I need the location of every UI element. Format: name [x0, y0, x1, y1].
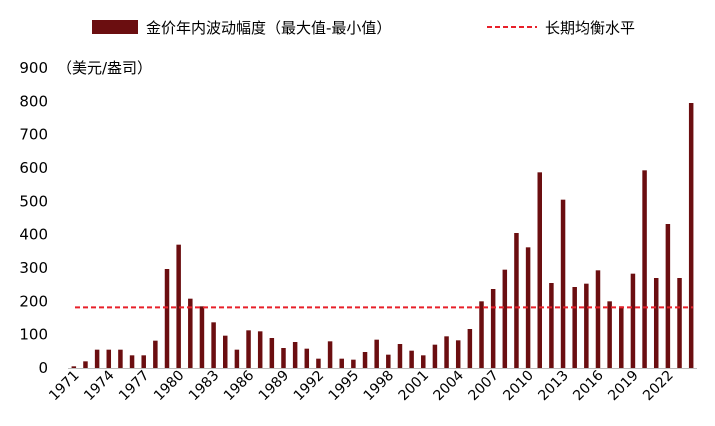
bar-2019: [630, 273, 636, 368]
x-tick-label: 2019: [605, 368, 642, 405]
bar-1992: [316, 358, 321, 368]
x-tick-label: 2007: [465, 368, 502, 405]
bar-1984: [223, 335, 228, 368]
legend-label-bar: 金价年内波动幅度（最大值-最小值）: [146, 19, 391, 37]
bar-1999: [397, 344, 403, 368]
x-tick-label: 1977: [116, 368, 153, 405]
y-tick-label: 500: [19, 192, 48, 210]
bar-2002: [432, 344, 438, 368]
y-unit-label: （美元/盎司）: [57, 59, 152, 77]
bar-1993: [327, 341, 333, 368]
bar-1998: [386, 354, 391, 368]
bar-2010: [525, 247, 531, 368]
bar-1978: [153, 340, 158, 368]
bar-1979: [164, 269, 170, 368]
legend-label-line: 长期均衡水平: [545, 19, 635, 37]
bar-1972: [83, 361, 88, 368]
bar-1996: [362, 352, 368, 368]
bar-2014: [572, 287, 577, 368]
bar-2008: [502, 269, 508, 368]
bar-2009: [514, 233, 519, 368]
x-tick-label: 2010: [500, 368, 537, 405]
bar-1990: [292, 342, 298, 368]
bar-1986: [246, 330, 251, 368]
bar-1983: [211, 322, 216, 368]
x-axis: 1971197419771980198319861989199219951998…: [46, 367, 677, 404]
x-tick-label: 2013: [535, 368, 572, 405]
bar-2005: [467, 329, 473, 368]
x-tick-label: 2022: [640, 368, 677, 405]
y-tick-label: 600: [19, 159, 48, 177]
bar-2000: [409, 350, 414, 368]
y-tick-label: 800: [19, 92, 48, 110]
bar-1973: [94, 349, 100, 368]
bars: [71, 103, 694, 368]
x-tick-label: 1992: [291, 368, 328, 405]
bar-1980: [176, 244, 181, 368]
bar-1985: [234, 349, 240, 368]
x-tick-label: 1974: [81, 367, 118, 404]
bar-1987: [257, 331, 263, 368]
bar-2016: [595, 270, 601, 368]
x-tick-label: 1980: [151, 368, 188, 405]
x-tick-label: 1995: [326, 368, 363, 405]
bar-2018: [619, 306, 624, 368]
bar-2020: [642, 170, 647, 368]
y-tick-label: 100: [19, 326, 48, 344]
bar-2003: [444, 336, 449, 368]
bar-1974: [106, 349, 112, 368]
bar-1991: [304, 348, 310, 368]
bar-2017: [607, 301, 612, 368]
bar-2012: [549, 283, 554, 368]
x-tick-label: 1983: [186, 368, 223, 405]
bar-2004: [455, 340, 461, 368]
y-tick-label: 900: [19, 59, 48, 77]
x-tick-label: 2016: [570, 367, 607, 404]
bar-1988: [269, 338, 275, 368]
bar-1997: [374, 339, 379, 368]
bar-1981: [188, 298, 193, 368]
bar-1975: [118, 349, 123, 368]
bar-1995: [351, 359, 356, 368]
bar-2011: [537, 172, 542, 368]
bar-2006: [479, 301, 484, 368]
bar-1976: [129, 355, 135, 368]
x-tick-label: 2001: [396, 368, 433, 405]
bar-2024: [688, 103, 694, 368]
legend: 金价年内波动幅度（最大值-最小值） 长期均衡水平: [92, 19, 635, 37]
bar-1989: [281, 348, 286, 368]
bar-1971: [71, 366, 77, 368]
y-tick-label: 0: [38, 359, 48, 377]
bar-2007: [490, 289, 496, 368]
x-tick-label: 2004: [431, 367, 468, 404]
x-tick-label: 1998: [361, 368, 398, 405]
bar-2015: [584, 283, 589, 368]
x-tick-label: 1989: [256, 368, 293, 405]
bar-1982: [199, 306, 205, 368]
x-tick-label: 1986: [221, 367, 258, 404]
x-tick-label: 1971: [46, 368, 83, 405]
y-tick-label: 700: [19, 126, 48, 144]
y-tick-label: 300: [19, 259, 48, 277]
y-tick-label: 400: [19, 226, 48, 244]
bar-2023: [677, 278, 682, 368]
bar-2013: [560, 199, 566, 368]
bar-2001: [421, 355, 426, 368]
y-tick-label: 200: [19, 292, 48, 310]
bar-2022: [665, 224, 671, 368]
bar-2021: [653, 278, 659, 368]
y-axis: 0 100 200 300 400 500 600 700 800 900: [19, 59, 48, 377]
bar-1994: [339, 358, 344, 368]
bar-1977: [141, 355, 146, 368]
legend-swatch-bar: [92, 20, 138, 34]
